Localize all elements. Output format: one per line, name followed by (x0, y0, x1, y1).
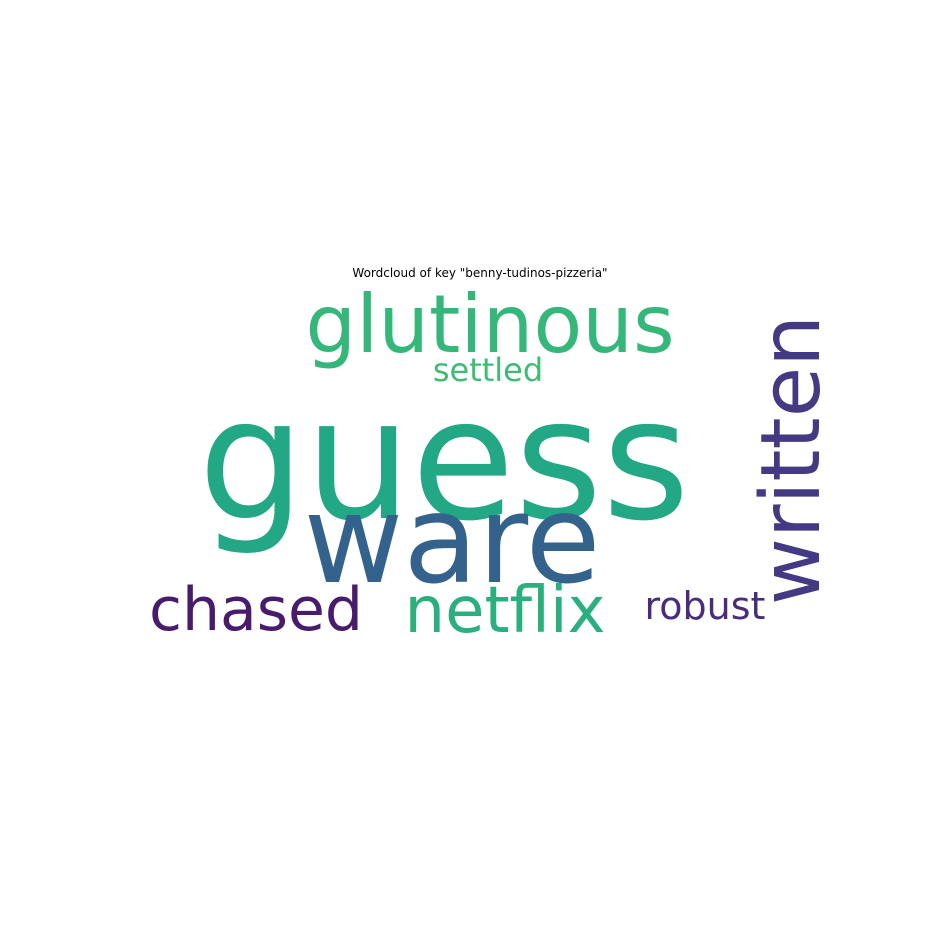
word-robust: robust (645, 584, 766, 628)
chart-title: Wordcloud of key "benny-tudinos-pizzeria… (352, 266, 608, 280)
word-guess: guess (198, 362, 690, 558)
word-written: written (744, 315, 839, 605)
word-ware: ware (303, 469, 600, 611)
word-glutinous: glutinous (305, 278, 674, 371)
word-settled: settled (433, 351, 543, 389)
word-chased: chased (149, 575, 363, 645)
word-netflix: netflix (405, 574, 606, 648)
